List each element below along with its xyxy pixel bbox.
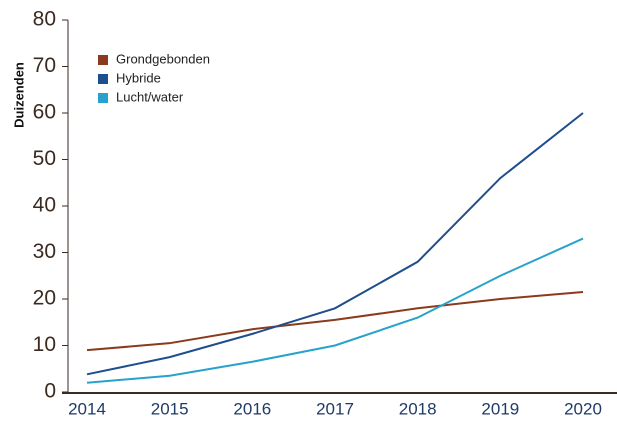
x-tick-label: 2020: [564, 399, 602, 418]
legend-label: Lucht/water: [116, 89, 184, 104]
y-tick-label: 80: [33, 8, 56, 31]
x-tick-label: 2017: [316, 399, 354, 418]
legend-swatch: [98, 93, 108, 103]
legend-label: Hybride: [116, 70, 161, 85]
x-tick-label: 2019: [481, 399, 519, 418]
y-tick-label: 50: [33, 147, 56, 170]
legend-swatch: [98, 55, 108, 65]
y-tick-label: 20: [33, 287, 56, 310]
y-tick-label: 70: [33, 54, 56, 77]
x-tick-label: 2015: [151, 399, 189, 418]
y-tick-label: 40: [33, 194, 56, 217]
y-tick-label: 0: [44, 380, 56, 403]
y-tick-label: 30: [33, 240, 56, 263]
x-tick-label: 2018: [399, 399, 437, 418]
y-tick-label: 10: [33, 333, 56, 356]
x-tick-label: 2016: [233, 399, 271, 418]
series-line: [86, 112, 584, 376]
series-line: [86, 237, 584, 384]
x-tick-label: 2014: [68, 399, 106, 418]
legend-swatch: [98, 74, 108, 84]
legend-label: Grondgebonden: [116, 51, 210, 66]
y-tick-label: 60: [33, 101, 56, 124]
y-axis-label: Duizenden: [11, 62, 26, 128]
series-line: [86, 291, 584, 352]
